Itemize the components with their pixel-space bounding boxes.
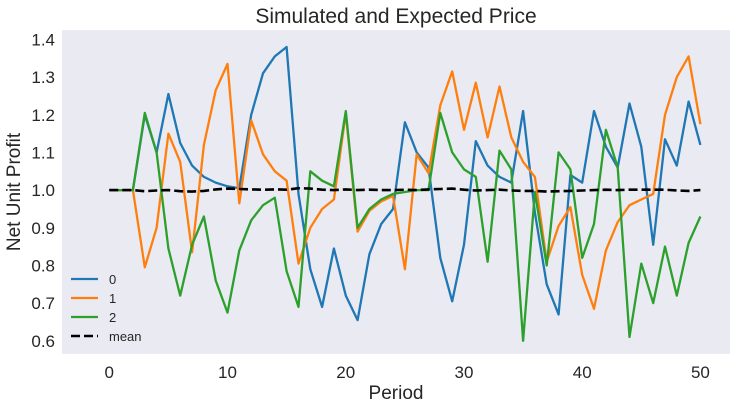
y-tick-label: 0.7 — [31, 294, 55, 313]
series-lines — [109, 45, 702, 342]
legend-label: 1 — [109, 291, 116, 306]
y-tick-label: 0.6 — [31, 332, 55, 351]
y-tick-label: 1.4 — [31, 30, 55, 49]
x-ticks: 0 10 20 30 40 50 — [105, 363, 710, 382]
series-line-1 — [109, 55, 702, 310]
y-axis-label: Net Unit Profit — [4, 132, 25, 251]
x-tick-label: 30 — [455, 363, 474, 382]
legend: 0 1 2 mean — [71, 272, 142, 344]
legend-label: 0 — [109, 272, 116, 287]
series-line-2 — [109, 109, 702, 342]
chart-title: Simulated and Expected Price — [255, 5, 536, 28]
series-line-0 — [109, 45, 702, 322]
legend-label: mean — [109, 329, 142, 344]
legend-label: 2 — [109, 310, 116, 325]
y-tick-label: 1.1 — [31, 143, 55, 162]
y-tick-label: 1.3 — [31, 68, 55, 87]
y-tick-label: 0.9 — [31, 219, 55, 238]
x-axis-label: Period — [369, 383, 424, 404]
y-tick-label: 1.0 — [31, 181, 55, 200]
y-tick-label: 0.8 — [31, 256, 55, 275]
x-tick-label: 50 — [691, 363, 710, 382]
x-tick-label: 40 — [573, 363, 592, 382]
y-ticks: 0.6 0.7 0.8 0.9 1.0 1.1 1.2 1.3 1.4 — [31, 30, 55, 350]
series-line-mean — [109, 186, 701, 193]
y-tick-label: 1.2 — [31, 106, 55, 125]
x-tick-label: 0 — [105, 363, 114, 382]
x-tick-label: 10 — [218, 363, 237, 382]
x-tick-label: 20 — [336, 363, 355, 382]
